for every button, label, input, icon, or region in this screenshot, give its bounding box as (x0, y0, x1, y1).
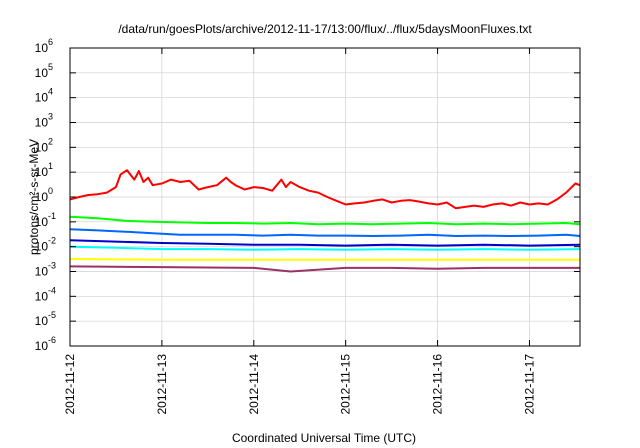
y-tick-exponent: -2 (48, 236, 56, 246)
y-tick-label: 10 (35, 314, 49, 328)
y-tick-exponent: -6 (48, 335, 56, 345)
series-line (69, 245, 581, 251)
x-tick-label: 2012-11-14 (247, 354, 261, 415)
y-ticks: 10 -610 -510 -410 -310 -210 -110 010 110 210 310 41… (35, 37, 580, 353)
x-ticks: 2012-11-12 2012-11-13 2012-11-14 2012-11-15… (63, 48, 536, 415)
y-axis-label: protons/cm²-s-sr-MeV (27, 139, 41, 255)
y-tick-label: 10 (35, 116, 49, 130)
y-tick-label: 10 (35, 165, 49, 179)
series-line (69, 228, 581, 237)
y-tick-exponent: 6 (48, 37, 53, 47)
x-tick-label: 2012-11-16 (431, 354, 445, 415)
series-line (69, 215, 581, 226)
x-tick-label: 2012-11-17 (522, 354, 536, 415)
x-tick-label: 2012-11-12 (63, 354, 77, 415)
y-tick-label: 10 (35, 339, 49, 353)
series-layer (69, 169, 581, 273)
y-tick-label: 10 (35, 215, 49, 229)
series-line (69, 265, 580, 273)
grid (70, 48, 580, 346)
x-tick-label: 2012-11-13 (155, 354, 169, 415)
y-tick-label: 10 (35, 190, 49, 204)
y-tick-exponent: -1 (48, 211, 56, 221)
y-tick-exponent: 0 (48, 186, 53, 196)
y-tick-exponent: -3 (48, 261, 56, 271)
x-axis-label: Coordinated Universal Time (UTC) (232, 431, 416, 445)
series-line (69, 169, 581, 210)
y-tick-label: 10 (35, 240, 49, 254)
y-tick-label: 10 (35, 140, 49, 154)
chart-title: /data/run/goesPlots/archive/2012-11-17/1… (118, 22, 532, 36)
y-tick-exponent: 3 (48, 112, 53, 122)
y-tick-exponent: 2 (48, 136, 53, 146)
y-tick-label: 10 (35, 66, 49, 80)
y-tick-exponent: 1 (48, 161, 53, 171)
y-tick-label: 10 (35, 289, 49, 303)
y-tick-exponent: 4 (48, 87, 53, 97)
y-tick-exponent: -5 (48, 310, 56, 320)
y-tick-label: 10 (35, 265, 49, 279)
y-tick-label: 10 (35, 91, 49, 105)
y-tick-label: 10 (35, 41, 49, 55)
series-line (69, 258, 580, 261)
y-tick-exponent: -4 (48, 285, 56, 295)
y-tick-exponent: 5 (48, 62, 53, 72)
x-tick-label: 2012-11-15 (339, 354, 353, 415)
series-line (69, 239, 581, 247)
